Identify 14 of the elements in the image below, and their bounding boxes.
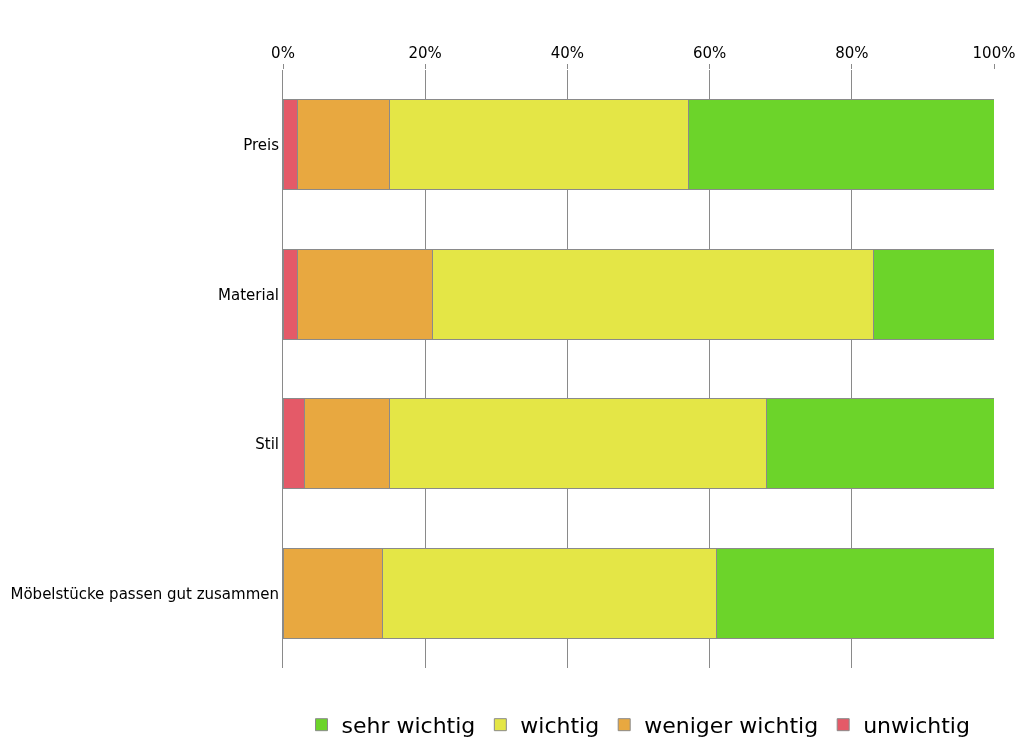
x-tick-label: 40% bbox=[550, 44, 585, 62]
legend-label: wichtig bbox=[520, 713, 600, 739]
legend-label: weniger wichtig bbox=[644, 713, 819, 739]
legend-label: sehr wichtig bbox=[341, 713, 476, 739]
x-tick-label: 0% bbox=[271, 44, 295, 62]
x-tick-label: 100% bbox=[972, 44, 1016, 62]
y-tick-label: Preis bbox=[243, 136, 280, 154]
y-tick-label: Möbelstücke passen gut zusammen bbox=[10, 584, 279, 603]
legend-label: unwichtig bbox=[863, 713, 970, 739]
y-tick-label: Stil bbox=[255, 435, 279, 453]
y-tick-label: Material bbox=[218, 285, 279, 304]
x-tick-label: 20% bbox=[408, 44, 442, 62]
x-tick-label: 80% bbox=[835, 44, 869, 62]
x-tick-label: 60% bbox=[692, 44, 727, 62]
